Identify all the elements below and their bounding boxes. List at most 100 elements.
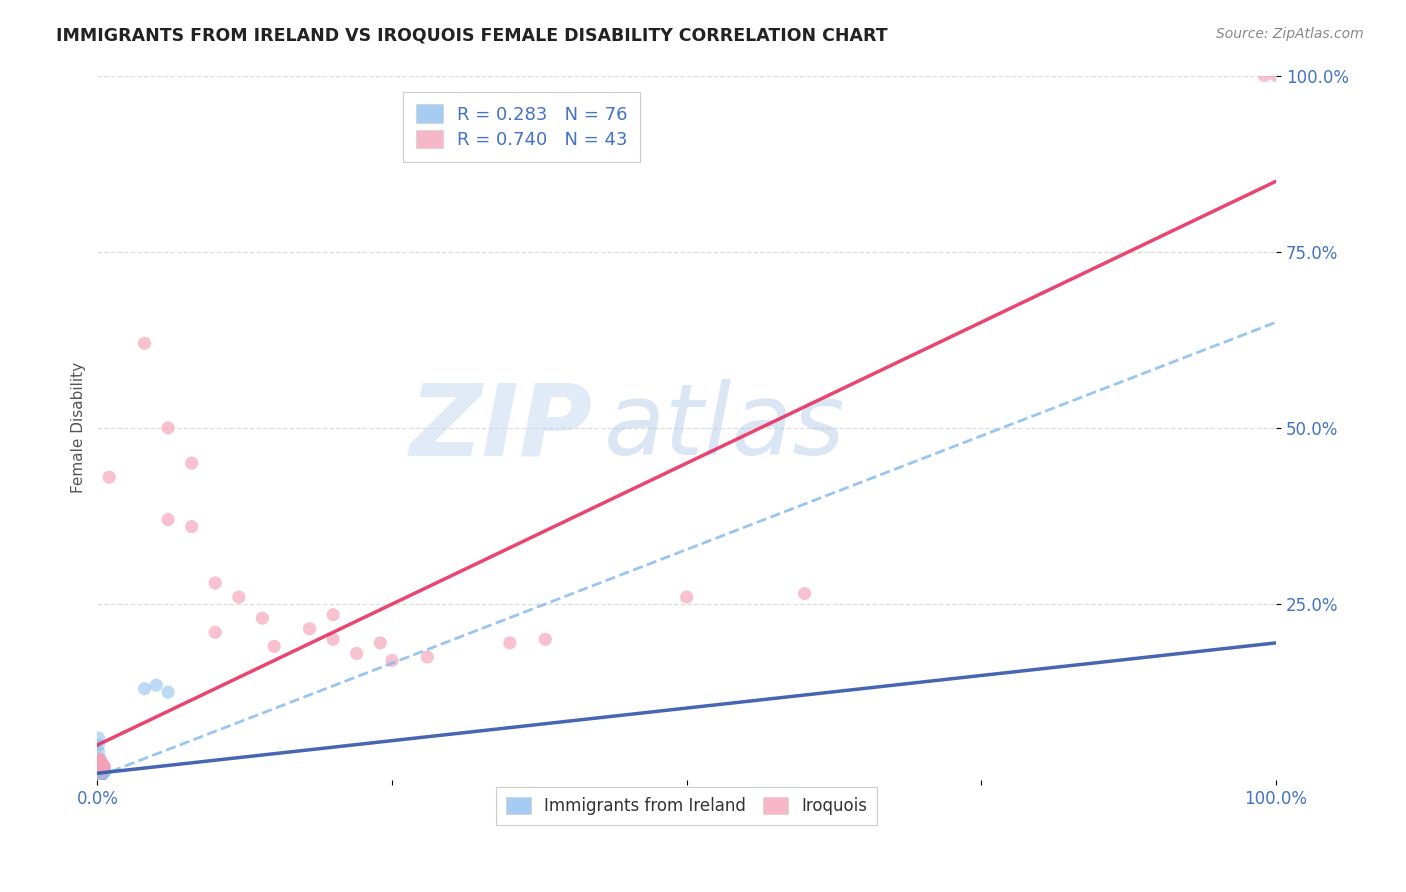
- Point: [90, 761, 112, 775]
- Point: [90, 767, 112, 781]
- Point: [87, 763, 110, 777]
- Point: [87, 759, 110, 773]
- Text: atlas: atlas: [605, 379, 846, 476]
- Point: [90, 756, 112, 770]
- Point: [87, 745, 110, 759]
- Point: [157, 512, 180, 526]
- Point: [1253, 69, 1275, 83]
- Point: [89, 761, 111, 775]
- Point: [93, 764, 115, 779]
- Point: [93, 759, 115, 773]
- Point: [87, 756, 110, 770]
- Point: [91, 761, 114, 775]
- Point: [87, 771, 110, 785]
- Point: [91, 757, 114, 772]
- Point: [89, 759, 111, 773]
- Point: [87, 761, 110, 775]
- Point: [91, 759, 114, 773]
- Point: [87, 752, 110, 766]
- Point: [90, 764, 112, 779]
- Point: [90, 763, 112, 777]
- Point: [298, 622, 321, 636]
- Point: [87, 767, 110, 781]
- Point: [228, 590, 250, 604]
- Point: [89, 770, 111, 784]
- Point: [87, 763, 110, 777]
- Text: IMMIGRANTS FROM IRELAND VS IROQUOIS FEMALE DISABILITY CORRELATION CHART: IMMIGRANTS FROM IRELAND VS IROQUOIS FEMA…: [56, 27, 887, 45]
- Point: [91, 763, 114, 777]
- Point: [93, 764, 115, 779]
- Point: [89, 764, 111, 779]
- Point: [90, 757, 112, 772]
- Point: [89, 764, 111, 779]
- Point: [145, 678, 167, 692]
- Point: [87, 761, 110, 775]
- Point: [134, 336, 156, 351]
- Point: [180, 456, 202, 470]
- Point: [91, 763, 114, 777]
- Point: [91, 761, 114, 775]
- Point: [91, 761, 114, 775]
- Point: [204, 576, 226, 591]
- Point: [89, 763, 111, 777]
- Point: [98, 470, 121, 484]
- Point: [322, 632, 344, 647]
- Point: [89, 766, 111, 780]
- Point: [91, 763, 114, 777]
- Point: [89, 761, 111, 775]
- Point: [87, 759, 110, 773]
- Point: [157, 685, 180, 699]
- Text: ZIP: ZIP: [409, 379, 592, 476]
- Point: [89, 764, 111, 779]
- Point: [90, 759, 112, 773]
- Point: [157, 421, 180, 435]
- Point: [89, 764, 111, 779]
- Point: [252, 611, 274, 625]
- Point: [87, 764, 110, 779]
- Point: [89, 763, 111, 777]
- Point: [1265, 69, 1288, 83]
- Point: [90, 763, 112, 777]
- Point: [87, 770, 110, 784]
- Point: [93, 763, 115, 777]
- Point: [90, 764, 112, 779]
- Point: [89, 767, 111, 781]
- Point: [91, 757, 114, 772]
- Point: [263, 640, 285, 654]
- Point: [91, 763, 114, 777]
- Point: [87, 738, 110, 752]
- Point: [89, 756, 111, 770]
- Point: [675, 590, 697, 604]
- Point: [89, 752, 111, 766]
- Legend: Immigrants from Ireland, Iroquois: Immigrants from Ireland, Iroquois: [496, 787, 877, 825]
- Y-axis label: Female Disability: Female Disability: [72, 362, 86, 493]
- Point: [91, 763, 114, 777]
- Point: [90, 763, 112, 777]
- Point: [793, 586, 815, 600]
- Point: [322, 607, 344, 622]
- Point: [346, 647, 368, 661]
- Point: [134, 681, 156, 696]
- Point: [91, 763, 114, 777]
- Point: [90, 759, 112, 773]
- Point: [91, 763, 114, 777]
- Point: [87, 761, 110, 775]
- Point: [204, 625, 226, 640]
- Text: Source: ZipAtlas.com: Source: ZipAtlas.com: [1216, 27, 1364, 41]
- Point: [87, 754, 110, 768]
- Point: [89, 767, 111, 781]
- Point: [87, 763, 110, 777]
- Point: [381, 653, 404, 667]
- Point: [89, 763, 111, 777]
- Point: [368, 636, 391, 650]
- Point: [91, 763, 114, 777]
- Point: [90, 759, 112, 773]
- Point: [91, 759, 114, 773]
- Point: [89, 761, 111, 775]
- Point: [87, 764, 110, 779]
- Point: [87, 756, 110, 770]
- Point: [90, 757, 112, 772]
- Point: [91, 763, 114, 777]
- Point: [180, 519, 202, 533]
- Point: [87, 757, 110, 772]
